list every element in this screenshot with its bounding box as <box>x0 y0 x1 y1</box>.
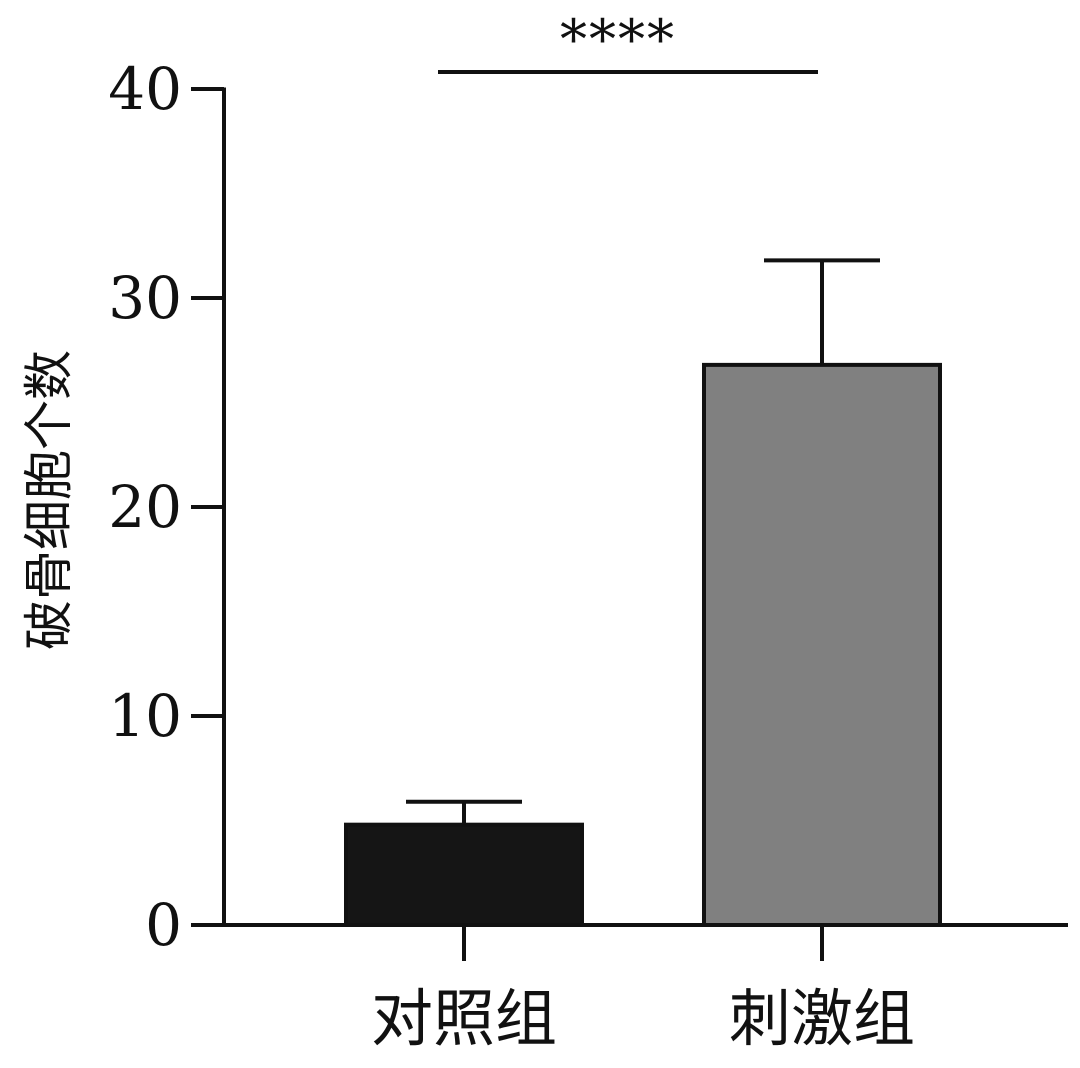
labels: 对照组 刺激组 **** <box>371 8 915 1055</box>
y-tick-label: 0 <box>145 891 182 959</box>
y-tick-label: 10 <box>108 682 182 750</box>
x-tick-label: 对照组 <box>371 982 557 1055</box>
bar-stimulated <box>702 362 942 927</box>
bars <box>344 362 942 927</box>
significance-label: **** <box>560 8 676 71</box>
error-bars <box>406 258 880 825</box>
axes: 0 10 20 30 40 <box>108 55 1068 961</box>
x-tick-label: 刺激组 <box>729 982 915 1055</box>
y-tick-label: 20 <box>108 473 182 541</box>
y-axis-label: 破骨细胞个数 <box>20 350 78 650</box>
y-tick-label: 40 <box>108 55 182 123</box>
y-tick-label: 30 <box>108 264 182 332</box>
bar-control <box>344 822 584 927</box>
